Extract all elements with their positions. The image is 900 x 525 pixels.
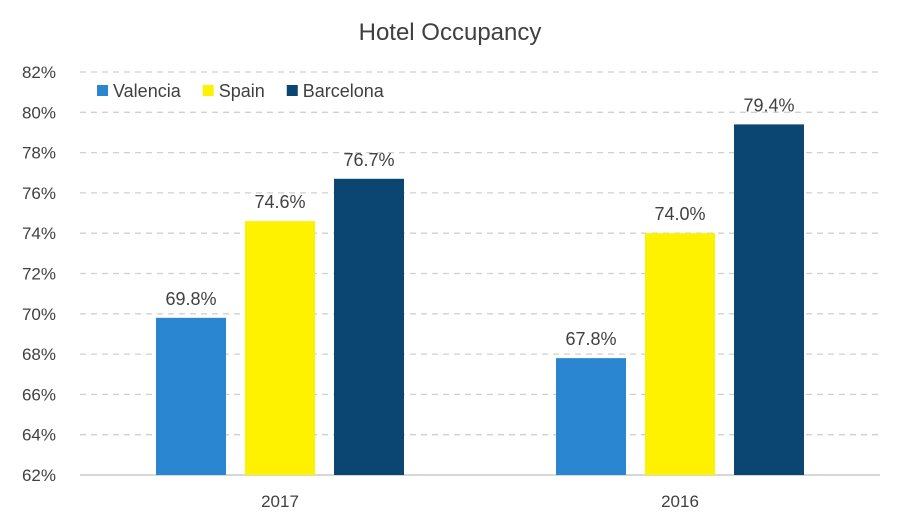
y-tick-label: 68% [22,345,56,364]
gridlines [80,71,880,436]
x-tick-label: 2016 [661,492,699,511]
y-tick-label: 76% [22,184,56,203]
data-label: 79.4% [743,95,794,115]
data-label: 76.7% [343,150,394,170]
y-tick-label: 62% [22,466,56,485]
bars [156,124,804,476]
bar-valencia-2016 [556,358,626,475]
legend-swatch-spain [202,85,214,96]
legend-swatch-valencia [97,85,108,96]
chart-title: Hotel Occupancy [359,19,542,46]
data-label: 67.8% [565,329,616,349]
y-tick-label: 72% [22,265,56,284]
y-axis-ticks: 62% 64% 66% 68% 70% 72% 74% 76% 78% 80% 82% [22,63,56,485]
bar-valencia-2017 [156,317,226,475]
y-tick-label: 66% [22,385,56,404]
legend-label-valencia: Valencia [113,81,182,101]
y-tick-label: 80% [22,103,56,122]
bar-barcelona-2017 [334,178,404,476]
y-tick-label: 70% [22,305,56,324]
y-tick-label: 78% [22,144,56,163]
x-axis-ticks: 2017 2016 [261,492,699,511]
y-tick-label: 64% [22,426,56,445]
legend-swatch-barcelona [286,85,298,96]
data-label: 69.8% [165,289,216,309]
legend: Valencia Spain Barcelona [97,81,385,101]
y-tick-label: 82% [22,63,56,82]
bar-barcelona-2016 [734,124,804,475]
x-tick-label: 2017 [261,492,299,511]
bar-spain-2017 [245,221,315,475]
bar-spain-2016 [645,233,715,475]
y-tick-label: 74% [22,224,56,243]
data-labels: 69.8% 74.6% 76.7% 67.8% 74.0% 79.4% [165,95,794,349]
legend-label-barcelona: Barcelona [303,81,385,101]
legend-label-spain: Spain [219,81,265,101]
data-label: 74.6% [254,192,305,212]
data-label: 74.0% [654,204,705,224]
